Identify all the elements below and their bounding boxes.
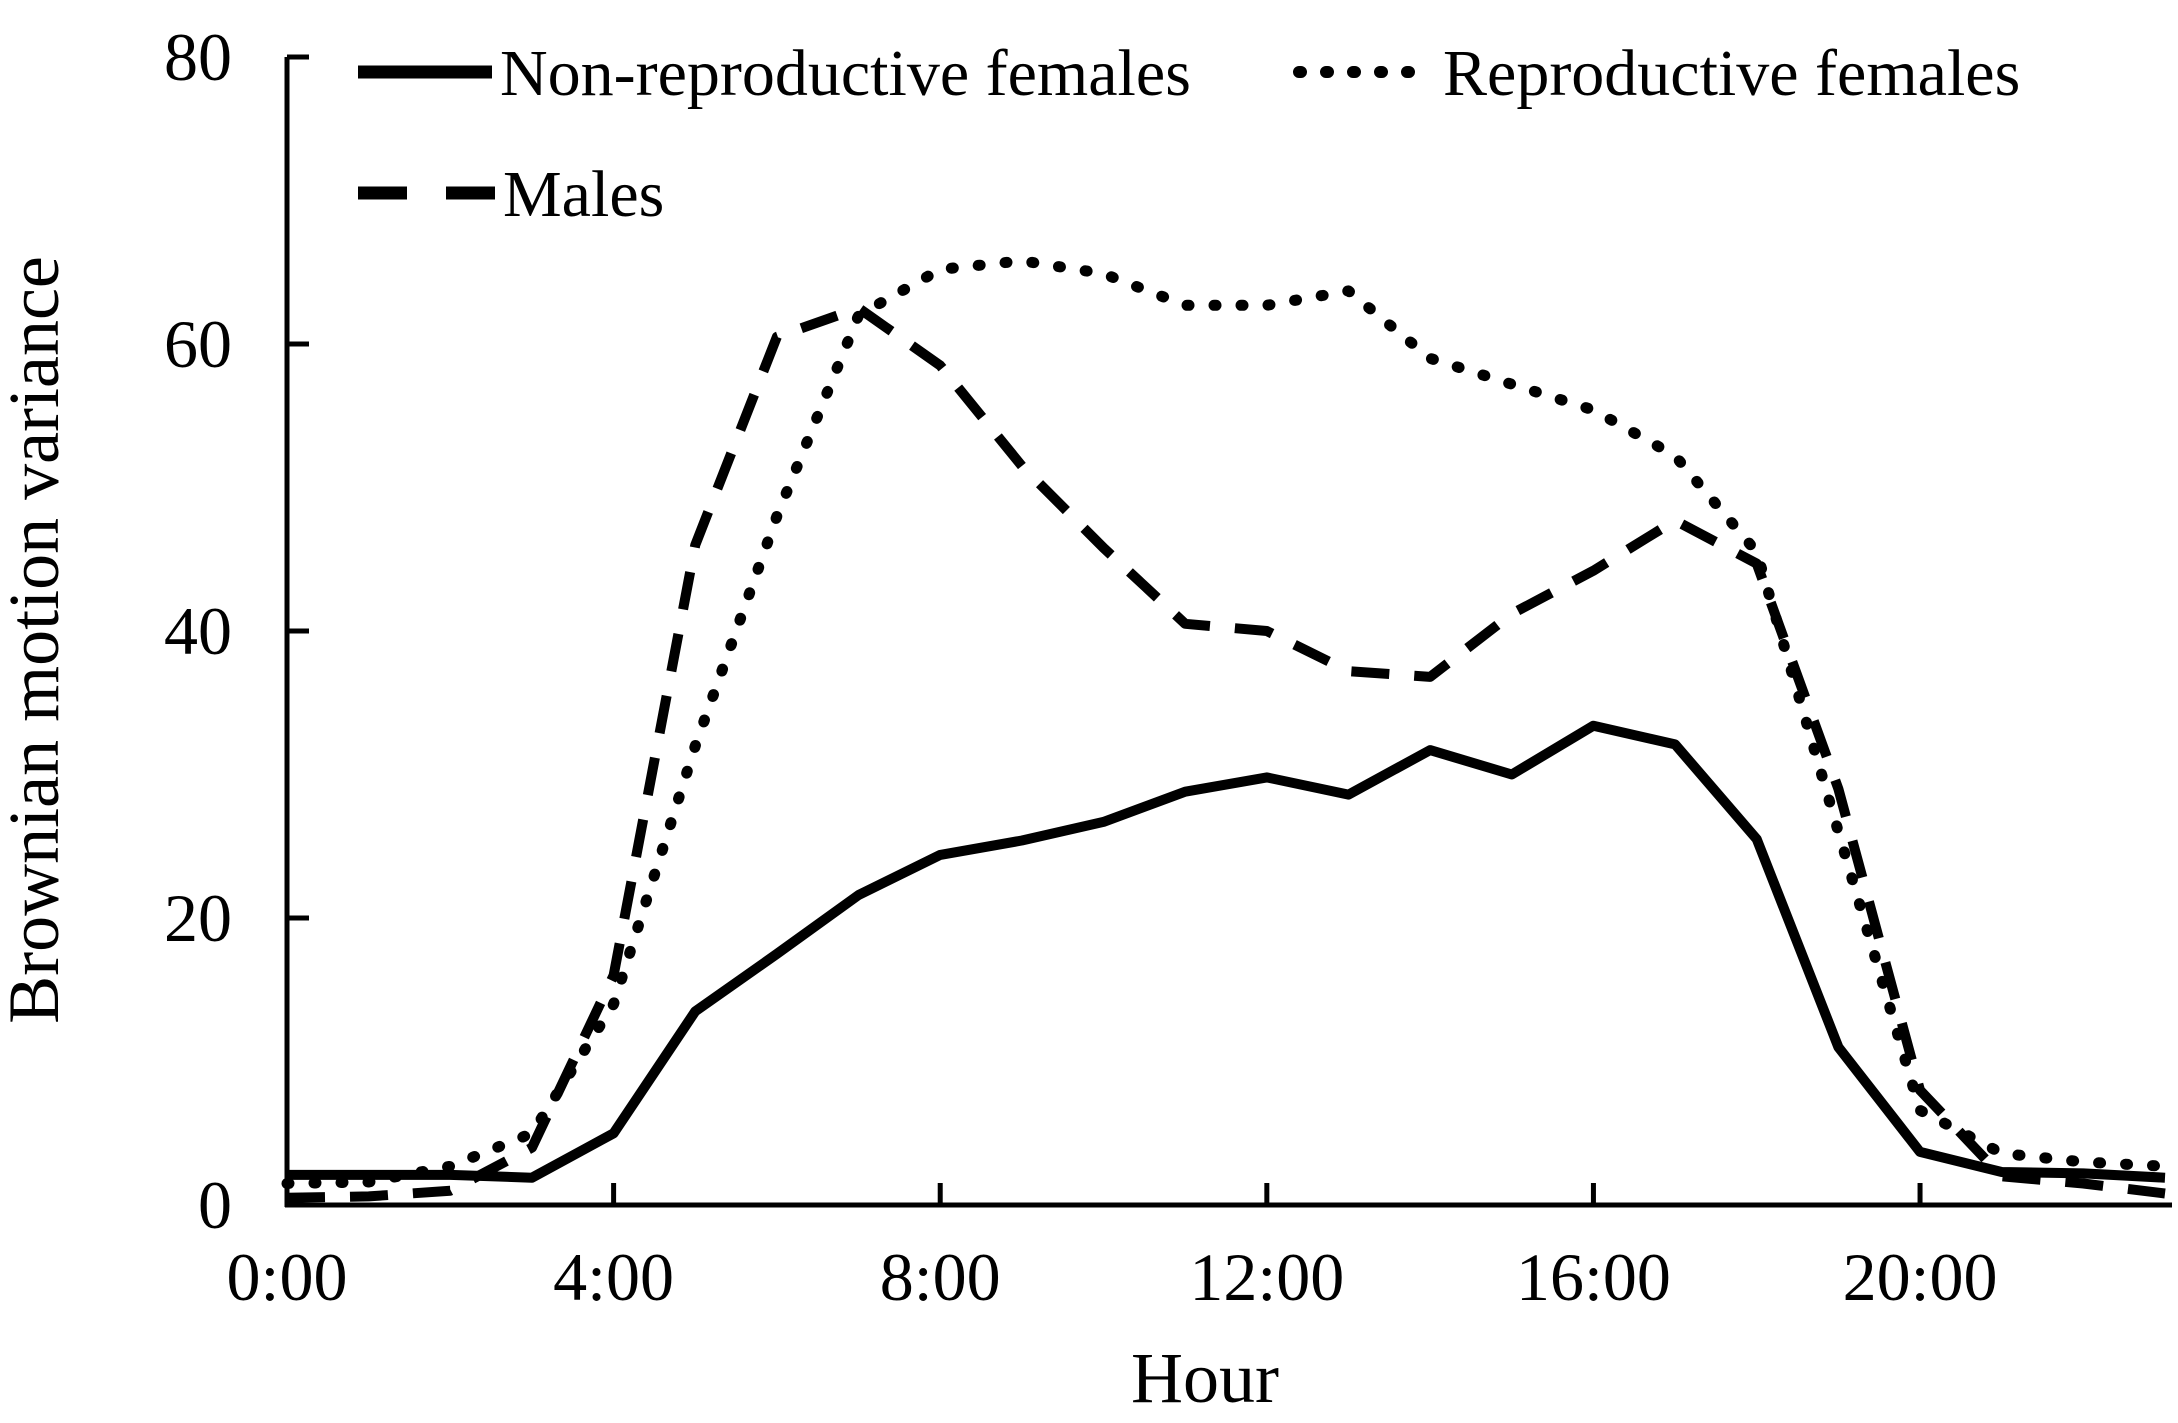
axis-ticks: 0 20 40 60 80 0:00 4:00 8:00 12:00 16:00 20:00 — [164, 19, 1997, 1315]
legend-label-males: Males — [503, 158, 664, 231]
x-tick-label-8: 8:00 — [880, 1239, 1001, 1315]
legend-item-males: Males — [358, 158, 664, 231]
x-tick-label-0: 0:00 — [227, 1239, 348, 1315]
y-tick-label-80: 80 — [164, 19, 232, 95]
legend-item-reproductive-females: Reproductive females — [1293, 37, 2020, 110]
legend-label-reproductive-females: Reproductive females — [1443, 37, 2020, 110]
x-tick-label-20: 20:00 — [1843, 1239, 1998, 1315]
y-tick-label-40: 40 — [164, 593, 232, 669]
x-tick-label-16: 16:00 — [1516, 1239, 1671, 1315]
y-tick-label-60: 60 — [164, 306, 232, 382]
series-line-non-reproductive-females — [287, 720, 2166, 1183]
legend-item-non-reproductive-females: Non-reproductive females — [358, 37, 1191, 110]
y-axis-title: Brownian motion variance — [0, 256, 74, 1024]
legend: Non-reproductive females Reproductive fe… — [358, 37, 2020, 231]
x-tick-label-12: 12:00 — [1189, 1239, 1344, 1315]
y-tick-label-20: 20 — [164, 880, 232, 956]
y-tick-label-0: 0 — [198, 1167, 232, 1243]
x-tick-label-4: 4:00 — [553, 1239, 674, 1315]
series-lines — [281, 255, 2171, 1203]
series-line-reproductive-females — [281, 255, 2171, 1189]
x-axis-title: Hour — [1131, 1338, 1279, 1418]
legend-label-non-reproductive-females: Non-reproductive females — [500, 37, 1191, 110]
series-line-males — [286, 303, 2166, 1203]
